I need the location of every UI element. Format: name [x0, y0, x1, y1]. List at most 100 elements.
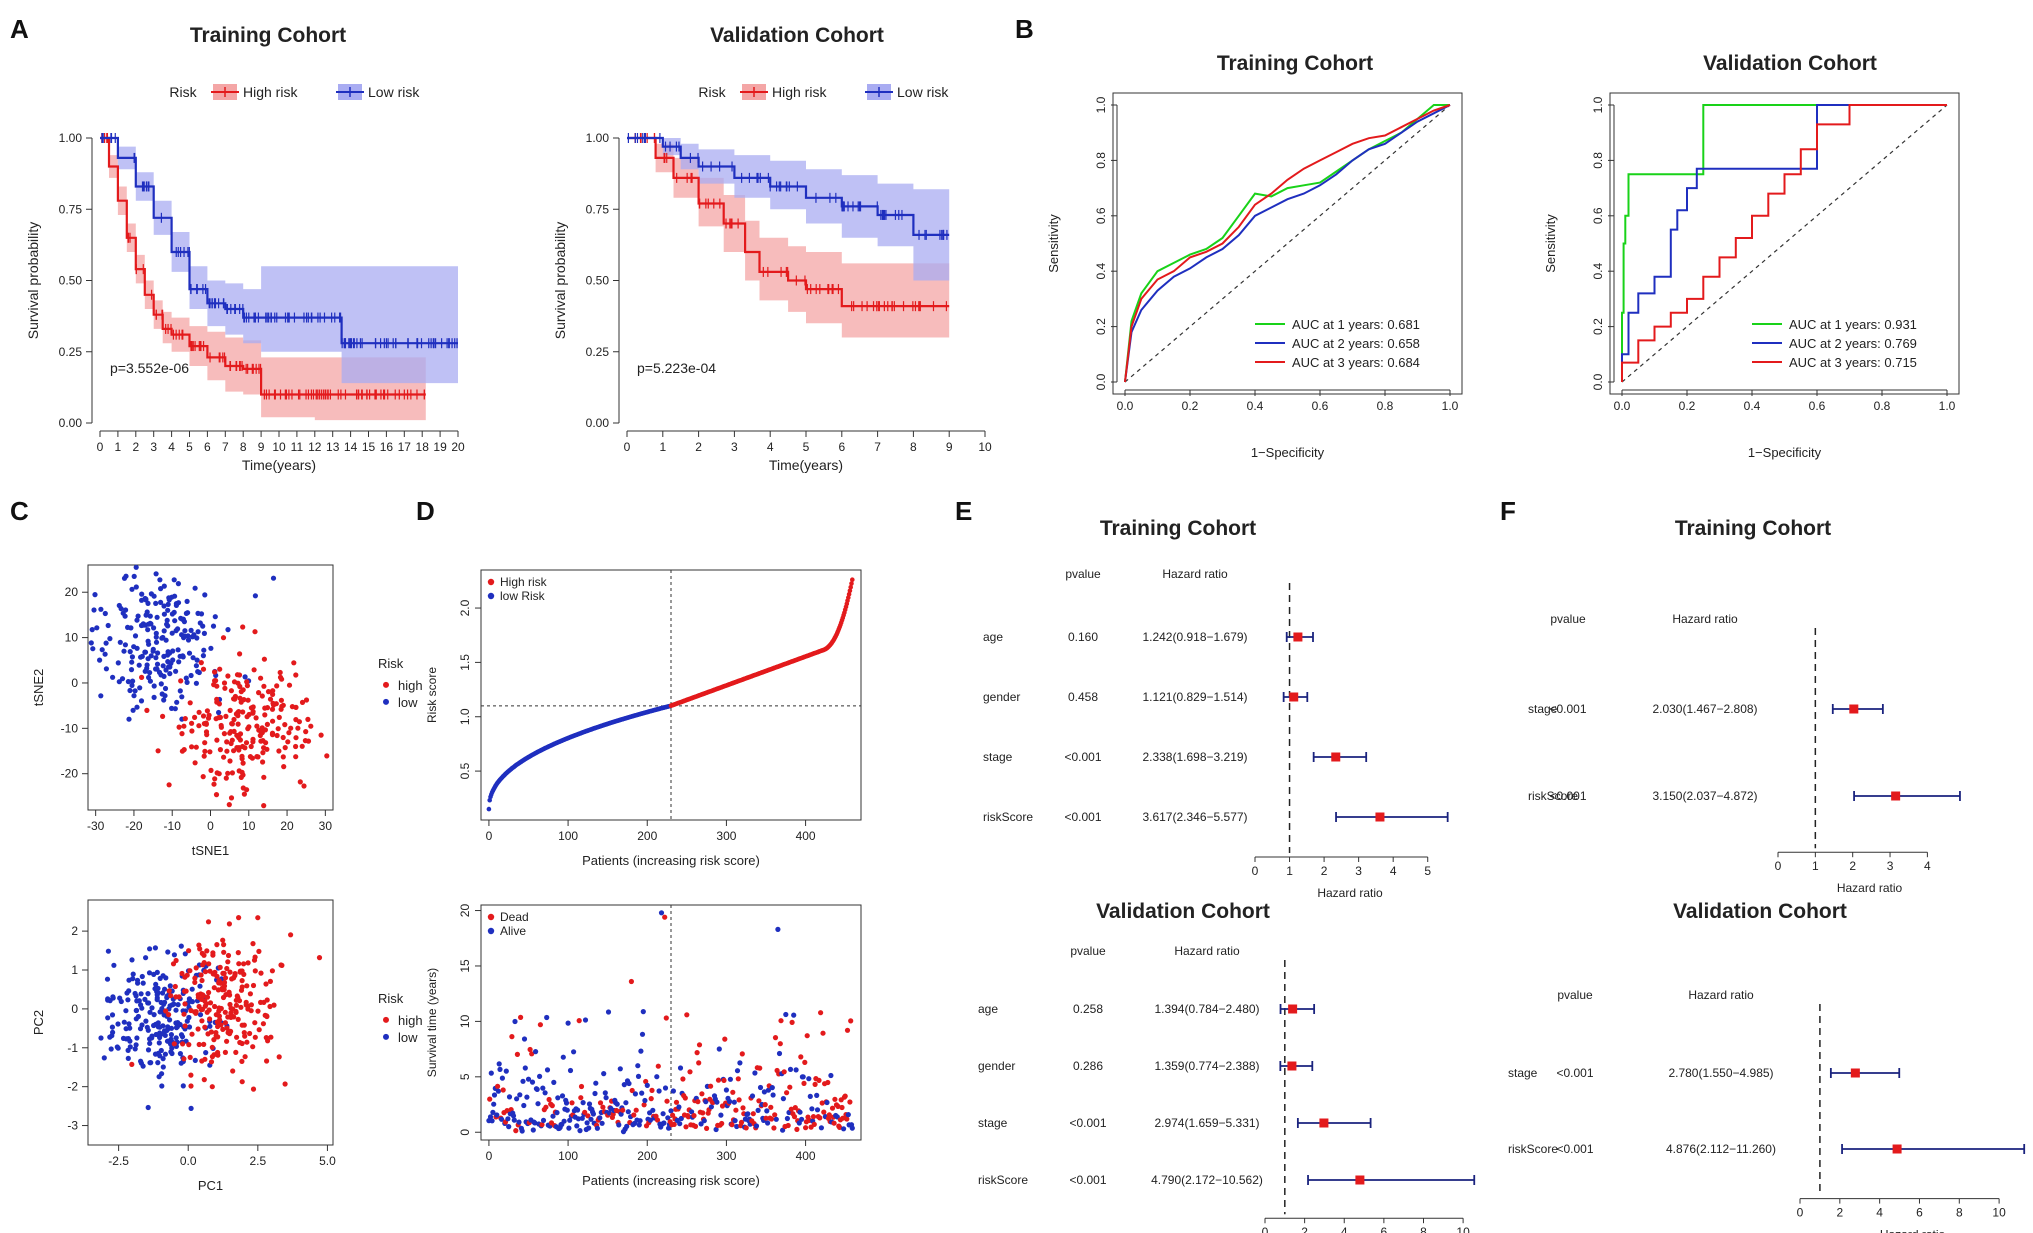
point-low	[155, 990, 161, 996]
point-high	[188, 1083, 194, 1089]
point-alive	[793, 1067, 799, 1073]
confidence-band-high	[627, 138, 950, 338]
x-tick-label: 2	[132, 440, 139, 454]
legend-label: high	[398, 678, 423, 693]
p-value: p=3.552e-06	[110, 360, 189, 376]
point-high	[224, 748, 230, 754]
y-axis-label: Risk score	[425, 667, 439, 723]
point-high	[247, 991, 253, 997]
point-high	[220, 1026, 226, 1032]
point-low	[165, 649, 171, 655]
point-high	[202, 998, 208, 1004]
point-low	[158, 681, 164, 687]
point-high	[275, 726, 281, 732]
point-dead	[514, 1051, 521, 1057]
point-high	[202, 969, 209, 975]
legend-label: low	[398, 695, 418, 710]
point-low	[138, 1058, 144, 1064]
point-dead	[687, 1069, 693, 1075]
point-low	[197, 620, 203, 626]
point-low	[144, 1024, 150, 1030]
point-alive	[713, 1126, 719, 1133]
point-dead	[578, 1095, 584, 1101]
point-dead	[643, 1078, 649, 1085]
point-alive	[588, 1116, 594, 1122]
point-low	[151, 694, 157, 701]
point-dead	[569, 1100, 575, 1106]
point-high	[233, 1002, 239, 1008]
point-alive	[525, 1076, 532, 1082]
point-alive	[514, 1096, 520, 1102]
point-alive	[533, 1049, 539, 1055]
x-tick-label: 2.5	[249, 1154, 266, 1168]
point-low	[158, 586, 164, 592]
point-low	[134, 1035, 140, 1041]
point-high	[276, 748, 282, 754]
point-high	[261, 683, 267, 689]
point-low	[193, 663, 199, 669]
point-high	[288, 725, 294, 731]
point-high	[230, 1068, 236, 1074]
point-dead	[816, 1077, 822, 1083]
point-dead	[819, 1100, 825, 1106]
point-alive	[703, 1099, 709, 1105]
point-low	[151, 683, 157, 689]
point-low	[153, 639, 160, 645]
row-pvalue: <0.001	[1064, 750, 1101, 764]
x-tick-label: 2	[1321, 864, 1328, 878]
point-low	[175, 626, 181, 632]
point-low	[143, 596, 149, 602]
point-dead	[811, 1121, 817, 1127]
point-high	[186, 948, 192, 954]
point-high	[264, 721, 270, 728]
point-low	[184, 598, 190, 605]
point-low	[179, 1034, 186, 1040]
legend-dot	[383, 1033, 389, 1040]
point-high	[192, 714, 198, 721]
x-tick-label: -2.5	[108, 1154, 129, 1168]
row-pvalue: <0.001	[1069, 1173, 1106, 1187]
point-alive	[769, 1085, 775, 1091]
point-dead	[663, 1015, 669, 1021]
panel-letter-D: D	[416, 496, 435, 526]
point-dead	[513, 1128, 519, 1134]
point-high-risk	[848, 584, 853, 590]
point-dead	[694, 1050, 700, 1056]
point-dead	[837, 1124, 843, 1130]
point-high	[226, 802, 232, 808]
point-low	[142, 649, 148, 655]
point-high	[225, 1014, 231, 1020]
point-alive	[590, 1111, 597, 1117]
point-high	[248, 743, 254, 750]
point-high	[222, 975, 229, 981]
point-alive	[765, 1120, 771, 1126]
point-high	[241, 791, 247, 797]
point-low	[102, 651, 108, 657]
point-high	[229, 770, 235, 776]
point-alive	[506, 1094, 513, 1100]
point-low	[131, 693, 137, 699]
row-pvalue: <0.001	[1556, 1066, 1593, 1080]
point-high	[221, 942, 227, 948]
point-high	[305, 738, 312, 744]
x-tick-label: 0	[1797, 1206, 1804, 1220]
point-low	[201, 647, 207, 653]
point-high	[235, 721, 241, 727]
x-tick-label: 0.2	[1182, 399, 1199, 413]
point-low	[105, 997, 111, 1003]
point-dead	[768, 1116, 775, 1122]
point-alive	[689, 1109, 695, 1115]
point-low	[180, 654, 186, 660]
point-alive	[517, 1092, 523, 1098]
row-hazard-text: 4.790(2.172−10.562)	[1151, 1173, 1263, 1187]
point-low	[153, 571, 159, 577]
point-low	[138, 654, 144, 660]
point-dead	[735, 1076, 741, 1082]
x-tick-label: 10	[242, 819, 256, 833]
y-tick-label: 0.75	[59, 202, 83, 216]
point-high	[202, 1056, 208, 1062]
point-high	[207, 1016, 213, 1022]
point-low	[117, 639, 123, 645]
point-dead	[648, 1096, 654, 1102]
